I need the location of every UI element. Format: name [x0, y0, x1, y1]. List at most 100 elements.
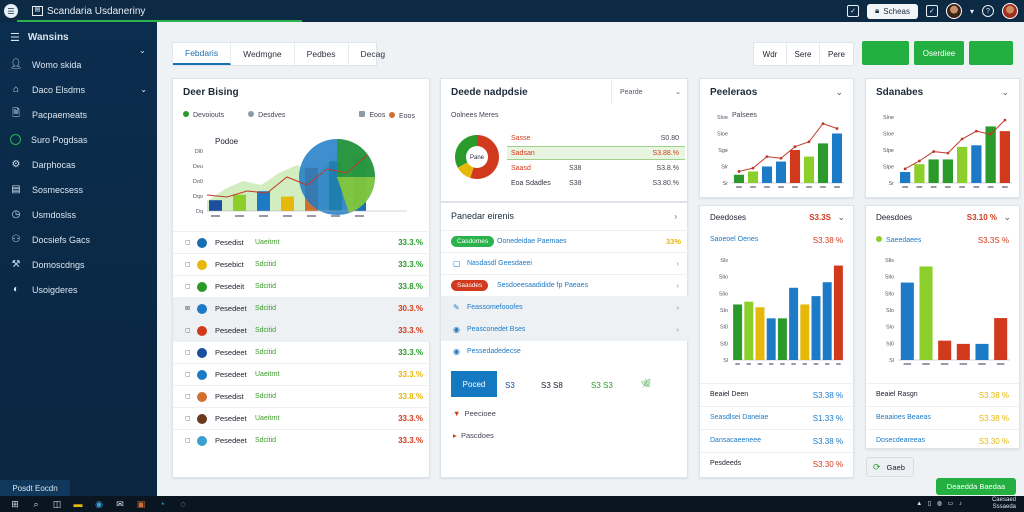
avatar[interactable]	[945, 3, 962, 19]
edge-icon[interactable]: ◔	[159, 499, 165, 509]
table-row[interactable]: ▢ Pesedeet Sdcitid 33.3.%	[173, 341, 431, 363]
y-tick-label: Sllo	[885, 291, 894, 297]
table-row[interactable]: ▢ Pesedist Uaeitrnt 33.3.%	[173, 231, 431, 253]
y-tick-label: Slo	[720, 308, 728, 314]
sidebar-item-3[interactable]: Suro Pogdsas	[0, 127, 157, 152]
gaeb-button[interactable]: ⟳ Gaeb	[866, 457, 914, 477]
windows-start-icon[interactable]: ⊞	[11, 498, 19, 509]
sidebar-header[interactable]: ☰ Wansins	[0, 22, 157, 52]
row-name: Pesedeet	[215, 370, 247, 379]
tab-wedmgne[interactable]: Wedmgne	[231, 43, 295, 65]
list-item[interactable]: Casdomes Oonedeidae Paemaes 33%	[441, 230, 689, 252]
list-item[interactable]: Dosecdeareeas S3.30 %	[866, 429, 1019, 451]
help-icon[interactable]: ?	[982, 5, 994, 17]
chevron-down-icon[interactable]: ⌄	[139, 46, 146, 55]
list-item[interactable]: Beaaioes Beaeas S3.38 %	[866, 406, 1019, 428]
view-button-2[interactable]: Sere	[787, 43, 820, 65]
table-row[interactable]: ▢ Pesedist Sdcitid 33.8.%	[173, 385, 431, 407]
chevron-down-icon[interactable]: ⌄	[837, 212, 845, 222]
bar	[777, 318, 787, 360]
status-button[interactable]: 🔒︎ Scheas	[867, 3, 918, 19]
row-value: S3.38 %	[812, 437, 843, 446]
bar	[233, 194, 246, 211]
header-action-2[interactable]: Oserdiee	[914, 41, 964, 65]
list-item[interactable]: ▢ Nasdasdl Geesdaeei ›	[441, 252, 689, 274]
table-row[interactable]: ▢ Pesedeit Sdcitid 33.8.%	[173, 275, 431, 297]
view-button-1[interactable]: Wdr	[754, 43, 787, 65]
chevron-down-icon[interactable]: ▾	[969, 6, 974, 16]
bar	[761, 166, 773, 183]
sidebar-item-8[interactable]: ⚒︎ Domoscdngs	[0, 252, 157, 277]
system-tray[interactable]: ▲ ▯ ◍ ▭ ♪	[916, 501, 964, 507]
header-action-1[interactable]	[862, 41, 909, 65]
list-item[interactable]: ✎ Feassomefooofes ›	[441, 296, 689, 318]
folder-icon[interactable]: ▬	[73, 499, 83, 509]
list-item[interactable]: ◉ Pessedadedecse	[441, 340, 689, 362]
chevron-down-icon[interactable]: ⌄	[140, 85, 147, 94]
footer-row[interactable]: ▸ Pascdoes	[453, 431, 494, 440]
sidebar-item-7[interactable]: ⚇ Docsiefs Gacs	[0, 227, 157, 252]
card2-dropdown[interactable]: Pearde ⌄	[611, 81, 689, 103]
chevron-right-icon[interactable]: ›	[674, 212, 677, 221]
list-item[interactable]: Dansacaeeneee S3.38 %	[700, 429, 853, 451]
footer-row[interactable]: ▼ Peecioee	[453, 409, 496, 418]
settings-icon[interactable]: ◌	[180, 499, 186, 509]
toast-notification[interactable]: Deaedda Baedaa	[936, 478, 1016, 495]
sidebar-item-9[interactable]: ◐ Usoigderes	[0, 277, 157, 302]
taskview-icon[interactable]: ◫	[52, 498, 62, 509]
table-row[interactable]: ▢ Pesedeet Sdcitid 33.3.%	[173, 319, 431, 341]
sidebar-item-5[interactable]: ▤ Sosmecsess	[0, 177, 157, 202]
search-icon[interactable]: ⌕	[33, 498, 39, 509]
sidebar-item-6[interactable]: ◷ Usmdoslss	[0, 202, 157, 227]
view-button-3[interactable]: Pere	[828, 49, 845, 59]
chevron-down-icon[interactable]: ⌄	[1003, 212, 1011, 222]
table-row[interactable]: ▢ Pesebict Sdcitid 33.3.%	[173, 253, 431, 275]
sidebar-item-2[interactable]: 🗎︎ Pacpaemeats	[0, 102, 157, 127]
row-sub: Sdcitid	[255, 349, 277, 356]
list-item[interactable]: Pesdeeds S3.30 %	[700, 452, 853, 474]
y-tick-label: Sloe	[883, 132, 894, 138]
table-row[interactable]: ▢ Pesedeet Uaeitrnt 33.3.%	[173, 363, 431, 385]
mail-icon[interactable]: ✓	[925, 5, 938, 17]
row-label: Beaiel Rasgn	[876, 391, 918, 398]
tab-febdaris[interactable]: Febdaris	[173, 43, 232, 65]
app-logo-icon[interactable]: ☰	[4, 4, 18, 18]
table-row[interactable]: ⊠ Pesedeet Sdcitid 30.3.%	[173, 297, 431, 319]
stats-box[interactable]: Poced	[451, 371, 497, 397]
list-item[interactable]: Seasdlsei Daneiae S1.33 %	[700, 406, 853, 428]
x-tick-label	[235, 215, 244, 217]
list-item[interactable]: Beaiel Rasgn S3.38 %	[866, 383, 1019, 405]
chevron-down-icon[interactable]: ⌄	[835, 87, 843, 97]
taskbar-clock[interactable]: Caesaed Sssaeda	[991, 497, 1016, 510]
stat-1: S3	[505, 381, 515, 390]
app-icon[interactable]: ▣	[136, 498, 146, 509]
bar	[919, 266, 933, 360]
table-row[interactable]: ▢ Pesedeet Sdcitid 33.3.%	[173, 429, 431, 451]
list-item[interactable]: Saasdes Sesdoeesaadidide fp Paeaes ›	[441, 274, 689, 296]
bar	[971, 145, 982, 183]
tab-decag[interactable]: Decag	[360, 49, 386, 59]
y-tick-label: Sl	[889, 358, 894, 364]
card-deedoses: Deedoses S3.3S ⌄ Saoeoel Oenes S3.38 % S…	[699, 205, 854, 478]
browser-icon[interactable]: ◉	[95, 498, 103, 509]
card-title: Peeleraos	[710, 87, 758, 98]
mail-icon[interactable]: ✉	[116, 498, 124, 509]
bell-icon[interactable]: ✓	[847, 5, 860, 17]
list-item[interactable]: ◉ Peasconedet Bses ›	[441, 318, 689, 340]
chevron-down-icon[interactable]: ⌄	[1001, 87, 1009, 97]
sidebar-item-label: Pacpaemeats	[32, 109, 88, 120]
sidebar-item-4[interactable]: ⚙︎ Darphocas	[0, 152, 157, 177]
line-point	[737, 170, 741, 173]
header-action-3[interactable]	[969, 41, 1013, 65]
view-buttons: Wdr Sere Pere	[753, 42, 854, 66]
bar	[942, 159, 954, 183]
bar	[789, 287, 799, 360]
table-row[interactable]: ▢ Pesedeet Uaeitrnt 33.3.%	[173, 407, 431, 429]
list-item[interactable]: Beaiel Deen S3.38 %	[700, 383, 853, 405]
sidebar-item-1[interactable]: ⌂ Daco Elsdms ⌄	[0, 77, 157, 102]
tab-pedbes[interactable]: Pedbes	[295, 43, 349, 65]
avatar-secondary[interactable]	[1002, 3, 1018, 19]
row-sub: Sdcitid	[255, 283, 277, 290]
sidebar-footer[interactable]: Posdt Eocdn	[0, 480, 70, 496]
sidebar-item-0[interactable]: 👤︎ Womo skida	[0, 52, 157, 77]
